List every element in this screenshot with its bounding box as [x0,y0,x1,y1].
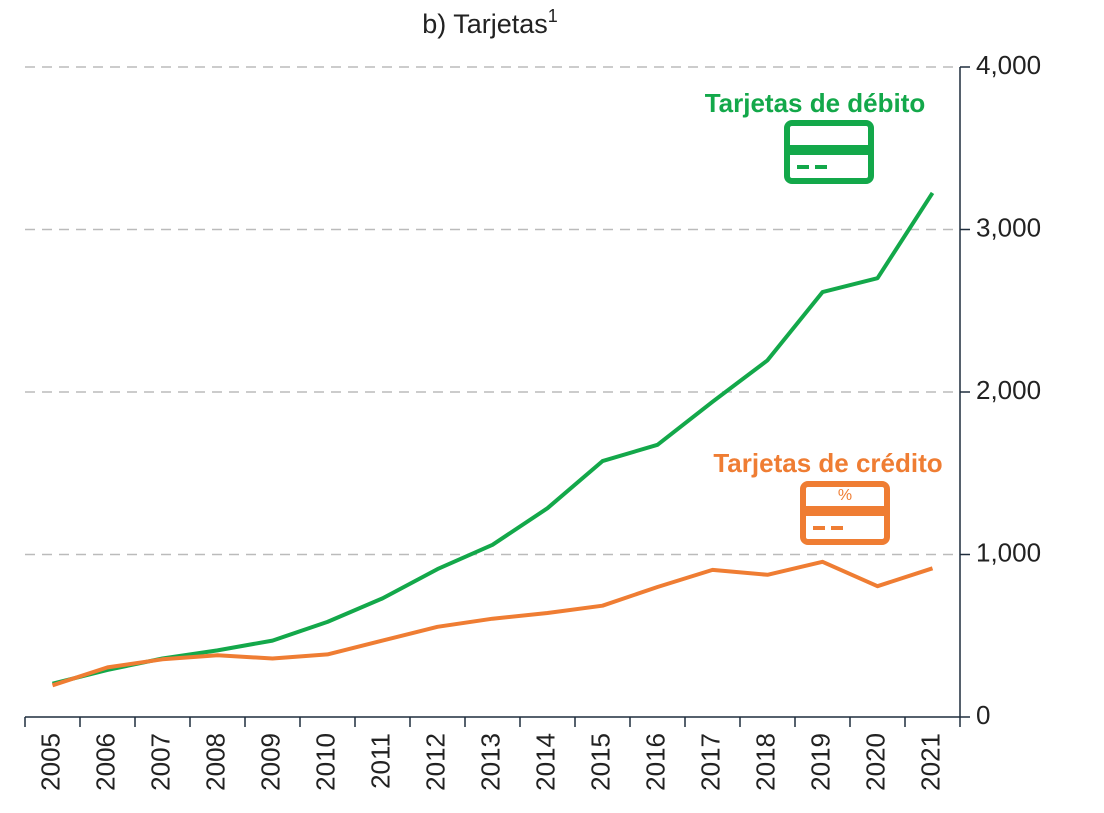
title-text: b) Tarjetas [422,9,548,39]
chart-title: b) Tarjetas1 [422,6,558,39]
card-icon-label: % [838,487,852,504]
x-tick-label: 2016 [640,733,670,791]
y-tick-label: 2,000 [976,375,1041,405]
card-stripe [787,145,871,155]
series-label: Tarjetas de crédito [713,448,942,478]
x-tick-label: 2013 [475,733,505,791]
y-tick-label: 4,000 [976,50,1041,80]
x-tick-label: 2010 [310,733,340,791]
x-tick-label: 2018 [750,733,780,791]
x-tick-label: 2005 [35,733,65,791]
x-tick-label: 2014 [530,733,560,791]
x-tick-label: 2012 [420,733,450,791]
x-tick-label: 2021 [915,733,945,791]
series-line [51,559,934,688]
x-tick-label: 2020 [860,733,890,791]
x-tick-label: 2019 [805,733,835,791]
x-tick-label: 2008 [200,733,230,791]
title-footnote: 1 [548,6,558,26]
x-tick-label: 2011 [365,733,395,789]
x-tick-label: 2009 [255,733,285,791]
card-stripe [803,506,887,516]
x-tick-label: 2017 [695,733,725,791]
series-line [52,191,935,686]
series-label: Tarjetas de débito [705,88,926,118]
y-tick-label: 3,000 [976,212,1041,242]
y-tick-label: 0 [976,700,990,730]
x-tick-label: 2006 [90,733,120,791]
y-tick-label: 1,000 [976,537,1041,567]
x-tick-label: 2015 [585,733,615,791]
x-tick-label: 2007 [145,733,175,791]
